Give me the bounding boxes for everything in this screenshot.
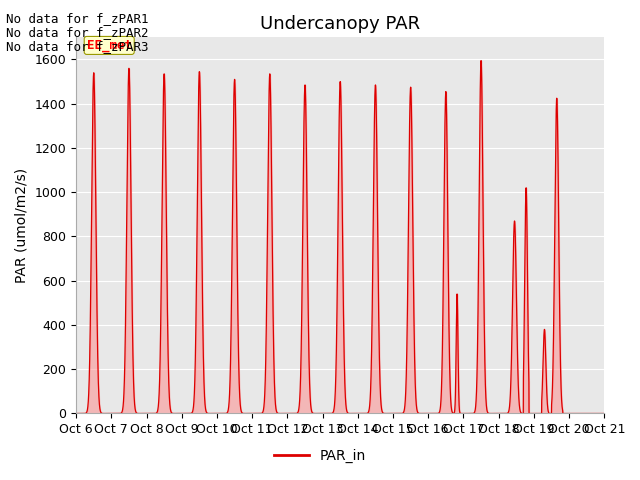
Text: No data for f_zPAR3: No data for f_zPAR3 xyxy=(6,40,149,53)
Text: No data for f_zPAR1: No data for f_zPAR1 xyxy=(6,12,149,24)
Text: No data for f_zPAR2: No data for f_zPAR2 xyxy=(6,26,149,39)
Y-axis label: PAR (umol/m2/s): PAR (umol/m2/s) xyxy=(15,168,29,283)
Legend: PAR_in: PAR_in xyxy=(268,443,372,468)
Title: Undercanopy PAR: Undercanopy PAR xyxy=(260,15,420,33)
Text: EE_met: EE_met xyxy=(86,39,132,52)
